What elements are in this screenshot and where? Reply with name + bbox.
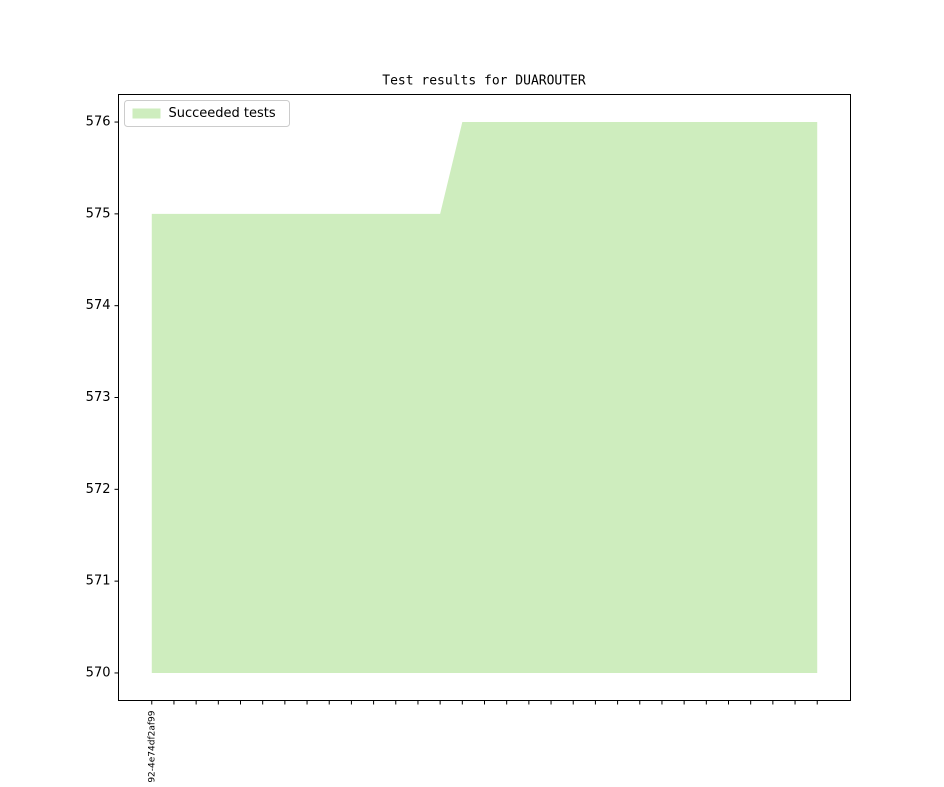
y-tick-label: 570 [86,665,111,680]
y-tick-label: 576 [86,115,111,130]
x-tick-label: 92-4e74df2af99 [147,710,157,782]
chart-title: Test results for DUAROUTER [382,74,586,89]
y-tick-label: 572 [86,482,111,497]
y-tick-label: 574 [86,298,111,313]
y-tick-label: 571 [86,574,111,589]
area [151,122,818,673]
y-tick-label: 575 [86,206,111,221]
y-tick-label: 573 [86,390,111,405]
plot-area [151,122,818,673]
legend-label: Succeeded tests [169,106,276,121]
legend-swatch [132,108,161,119]
legend-box [124,100,290,127]
